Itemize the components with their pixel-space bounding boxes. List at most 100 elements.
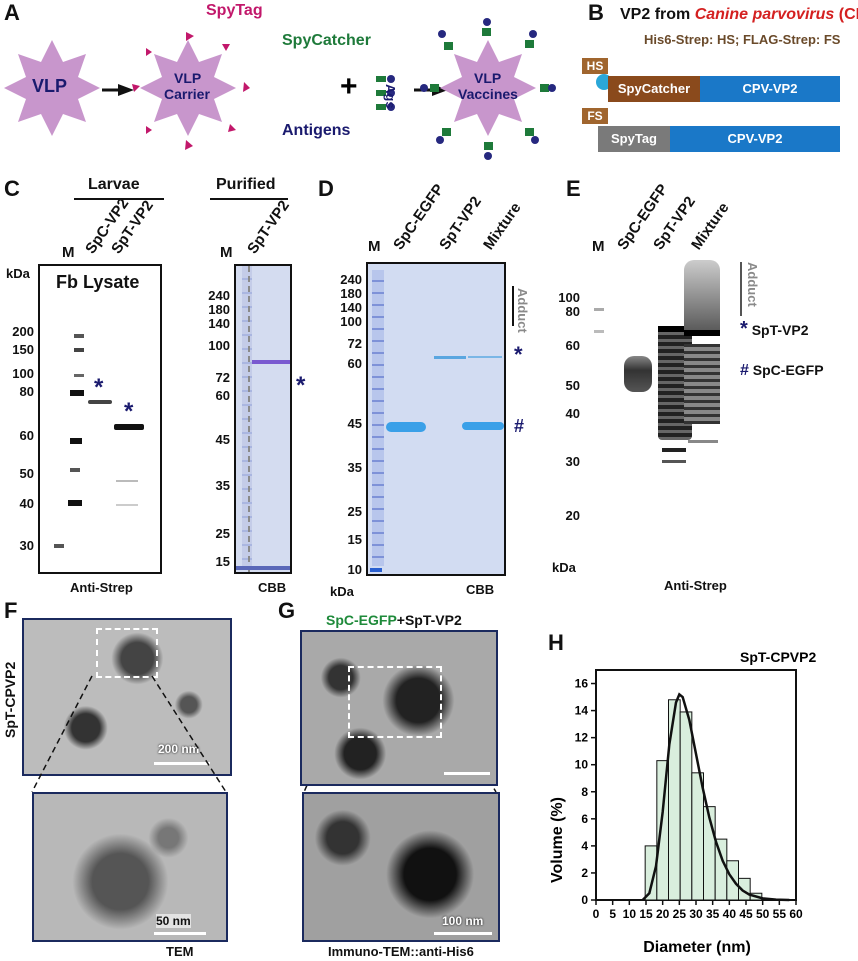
histogram-bar bbox=[668, 699, 681, 901]
construct-2-tag: FS bbox=[582, 108, 608, 124]
fit-curve bbox=[641, 692, 790, 902]
histogram-bar bbox=[679, 711, 693, 901]
scalebar-f-bottom: 50 nm bbox=[156, 914, 191, 928]
scalebar-g-bottom: 100 nm bbox=[442, 914, 484, 928]
spytag-triangles bbox=[132, 32, 250, 150]
construct-2-protein: CPV-VP2 bbox=[670, 126, 840, 152]
caption-f: TEM bbox=[166, 944, 194, 959]
legend-e-hash: # SpC-EGFP bbox=[740, 362, 824, 380]
arrow-1 bbox=[118, 84, 134, 96]
star-purified: * bbox=[296, 372, 306, 399]
x-tick-label: 30 bbox=[689, 907, 703, 921]
legend-hash-symbol: # bbox=[740, 362, 749, 379]
x-tick-label: 5 bbox=[609, 907, 616, 921]
x-tick-label: 0 bbox=[593, 907, 600, 921]
caption-c-left: Anti-Strep bbox=[70, 580, 133, 595]
star-d: * bbox=[514, 342, 523, 367]
vaccine-antigens bbox=[420, 18, 556, 160]
lane-c-m: M bbox=[62, 244, 75, 261]
caption-c-right: CBB bbox=[258, 580, 287, 595]
spycatcher-label: SpyCatcher bbox=[282, 32, 371, 49]
x-tick-label: 35 bbox=[706, 907, 720, 921]
title-virus: Canine parvovirus bbox=[694, 6, 835, 23]
y-tick-label: 0 bbox=[581, 893, 588, 907]
panel-label-e: E bbox=[566, 176, 581, 201]
x-tick-label: 55 bbox=[773, 907, 787, 921]
unit-kda-d: kDa bbox=[330, 584, 354, 599]
star-spc: * bbox=[94, 374, 104, 401]
construct-1-tag: HS bbox=[582, 58, 608, 74]
unit-kda-e: kDa bbox=[552, 560, 576, 575]
x-tick-label: 10 bbox=[623, 907, 637, 921]
star-spt: * bbox=[124, 398, 134, 425]
panel-label-f: F bbox=[4, 598, 18, 623]
vlp-label: VLP bbox=[32, 76, 68, 96]
title-suffix: (CPV) bbox=[838, 6, 858, 23]
vlp-carrier-label-1: VLP bbox=[174, 70, 202, 86]
construct-1-protein: CPV-VP2 bbox=[700, 76, 840, 102]
caption-d: CBB bbox=[466, 582, 495, 597]
x-tick-label: 25 bbox=[673, 907, 687, 921]
svg-text:+: + bbox=[340, 70, 358, 103]
caption-e: Anti-Strep bbox=[664, 578, 727, 593]
lane-c2-m: M bbox=[220, 244, 233, 261]
panel-label-h: H bbox=[548, 630, 564, 655]
x-tick-label: 40 bbox=[723, 907, 737, 921]
tem-f-top: 200 nm bbox=[22, 618, 232, 776]
legend-star-symbol: * bbox=[740, 318, 748, 340]
y-tick-label: 4 bbox=[581, 839, 588, 853]
panel-label-d: D bbox=[318, 176, 334, 201]
panel-label-c: C bbox=[4, 176, 20, 201]
construct-1-domain: SpyCatcher bbox=[608, 76, 700, 102]
tem-g-bottom: 100 nm bbox=[302, 792, 500, 942]
unit-kda-c: kDa bbox=[6, 266, 30, 281]
hash-d: # bbox=[514, 416, 525, 436]
y-axis-label: Volume (%) bbox=[549, 797, 566, 883]
x-tick-label: 60 bbox=[789, 907, 803, 921]
tags-note: His6-Strep: HS; FLAG-Strep: FS bbox=[644, 32, 841, 47]
y-tick-label: 12 bbox=[575, 731, 589, 745]
panel-label-b: B bbox=[588, 0, 604, 25]
blot-title: Fb Lysate bbox=[56, 272, 140, 292]
panel-label-g: G bbox=[278, 598, 296, 623]
chart-title: SpT-CPVP2 bbox=[740, 649, 816, 665]
x-tick-label: 20 bbox=[656, 907, 670, 921]
group-larvae: Larvae bbox=[88, 176, 140, 193]
vlp-vaccine-label-2: Vaccines bbox=[458, 86, 518, 102]
title-prefix: VP2 from bbox=[620, 6, 695, 23]
title-g-rest: +SpT-VP2 bbox=[396, 612, 462, 628]
tem-g-top bbox=[300, 630, 498, 786]
group-purified: Purified bbox=[216, 176, 276, 193]
histogram-bar bbox=[738, 877, 751, 901]
construct-1: HS SpyCatcher CPV-VP2 bbox=[582, 58, 842, 104]
vlp-assembly-diagram: + bbox=[4, 18, 556, 160]
scalebar-f-top: 200 nm bbox=[158, 742, 200, 756]
gel-c-purified bbox=[234, 264, 292, 574]
size-distribution-chart: SpT-CPVP2 Volume (%) Diameter (nm) 0 5 10 1… bbox=[549, 649, 816, 956]
antigens-label: Antigens bbox=[282, 122, 351, 139]
y-tick-label: 2 bbox=[581, 866, 588, 880]
blot-c-larvae: Fb Lysate * * bbox=[38, 264, 162, 574]
spycatcher-antigen-stack bbox=[376, 75, 395, 111]
x-tick-label: 15 bbox=[639, 907, 653, 921]
vlp-vaccine-label-1: VLP bbox=[474, 70, 502, 86]
legend-star-label: SpT-VP2 bbox=[751, 322, 809, 338]
panel-label-a: A bbox=[4, 0, 20, 25]
x-tick-label: 50 bbox=[756, 907, 770, 921]
construct-2-domain: SpyTag bbox=[598, 126, 670, 152]
gel-d bbox=[366, 262, 506, 576]
construct-2: FS SpyTag CPV-VP2 bbox=[582, 108, 842, 154]
caption-g: Immuno-TEM::anti-His6 bbox=[328, 944, 474, 959]
legend-hash-label: SpC-EGFP bbox=[752, 362, 824, 378]
blot-e bbox=[590, 260, 732, 574]
x-axis-label: Diameter (nm) bbox=[643, 939, 751, 956]
title-g-green: SpC-EGFP bbox=[326, 612, 397, 628]
x-tick-label: 45 bbox=[739, 907, 753, 921]
y-tick-label: 16 bbox=[575, 677, 589, 691]
y-tick-label: 10 bbox=[575, 758, 589, 772]
lane-d-m: M bbox=[368, 238, 381, 255]
lane-e-m: M bbox=[592, 238, 605, 255]
y-tick-label: 6 bbox=[581, 812, 588, 826]
histogram-bar bbox=[691, 772, 704, 901]
panel-b-title: VP2 from Canine parvovirus (CPV) bbox=[620, 6, 858, 24]
